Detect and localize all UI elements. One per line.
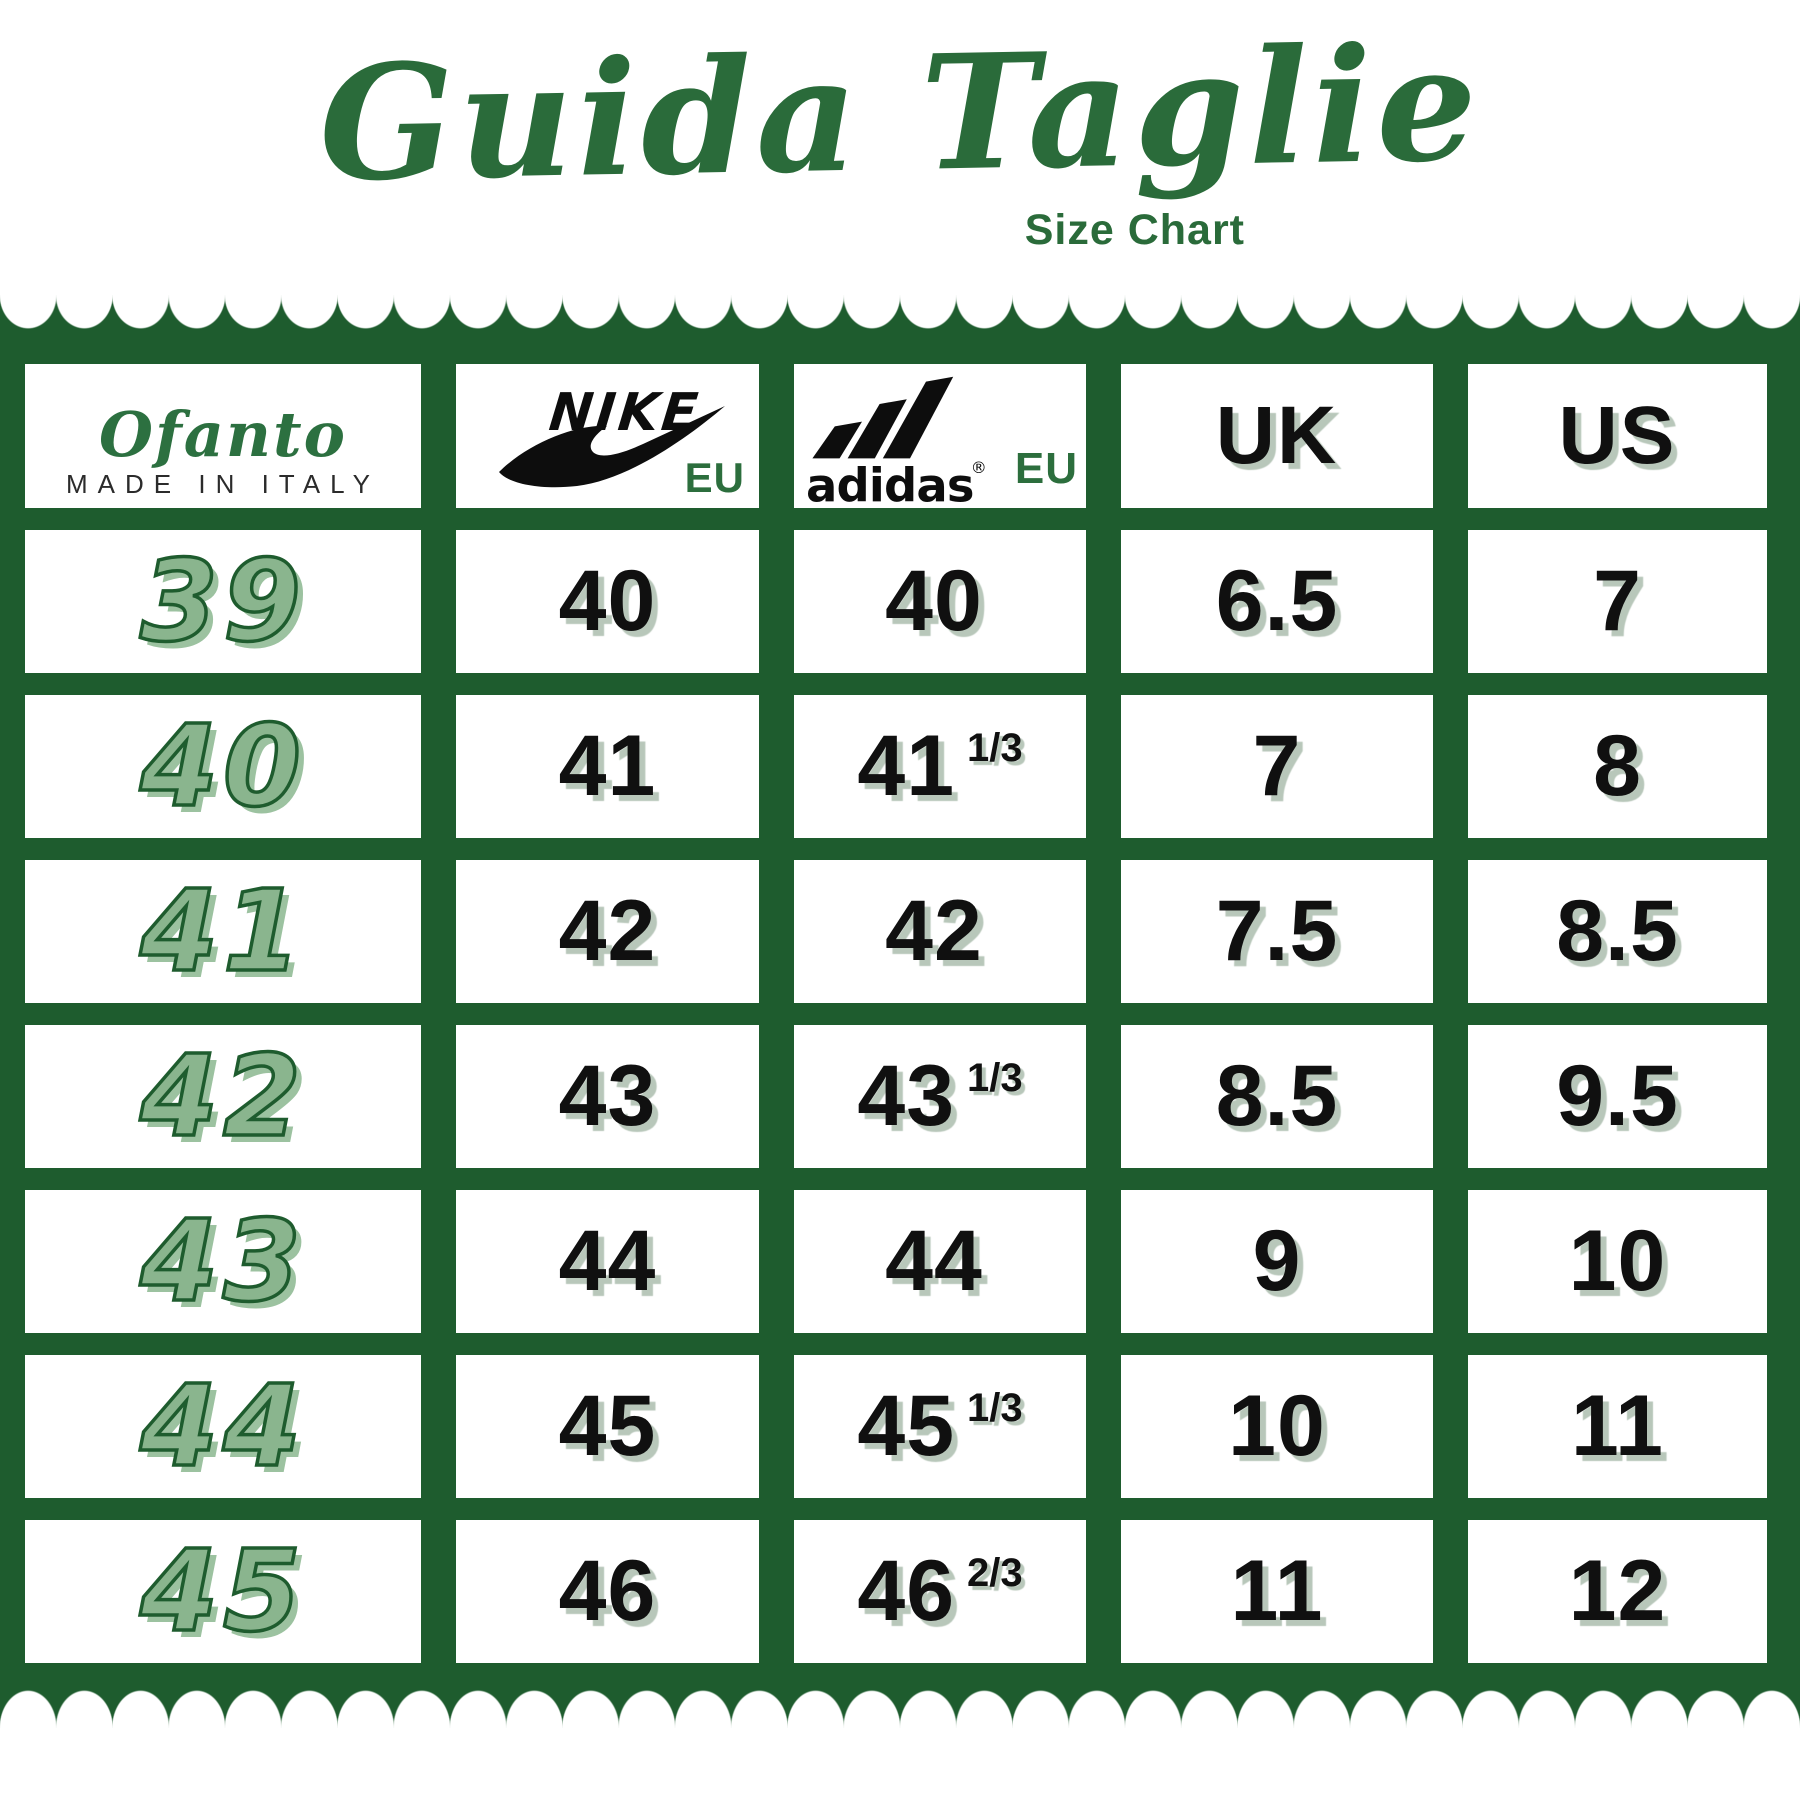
nike-size-cell: 43 xyxy=(456,1025,759,1168)
ofanto-size-cell: 45 xyxy=(25,1520,421,1663)
us-size-cell: 7 xyxy=(1468,530,1767,673)
header-ofanto: Ofanto MADE IN ITALY xyxy=(25,364,421,508)
ofanto-size-value: 44 xyxy=(138,1360,306,1494)
ofanto-logo: Ofanto xyxy=(99,398,347,472)
nike-size-cell: 41 xyxy=(456,695,759,838)
ofanto-size-cell: 42 xyxy=(25,1025,421,1168)
uk-size-value: 7 xyxy=(1252,718,1302,814)
header-uk: UK xyxy=(1121,364,1433,508)
us-size-value: 12 xyxy=(1568,1543,1667,1639)
nike-size-cell: 42 xyxy=(456,860,759,1003)
scallop-top-edge xyxy=(0,295,1800,329)
page-title: Guida Taglie xyxy=(317,11,1483,218)
adidas-bar-small xyxy=(812,421,862,459)
ofanto-size-cell: 40 xyxy=(25,695,421,838)
adidas-size-value: 42 xyxy=(885,883,983,979)
adidas-size-value: 43 xyxy=(857,1048,956,1144)
header-adidas: adidas ® EU xyxy=(794,364,1086,508)
adidas-size-fraction: 1/3 xyxy=(967,726,1023,770)
adidas-size-value: 46 xyxy=(857,1543,956,1639)
nike-eu-label: EU xyxy=(684,454,745,501)
adidas-registered-mark: ® xyxy=(971,458,987,477)
ofanto-size-cell: 43 xyxy=(25,1190,421,1333)
nike-swoosh-icon xyxy=(498,406,725,488)
us-size-cell: 8 xyxy=(1468,695,1767,838)
ofanto-size-value: 45 xyxy=(138,1525,306,1659)
us-column-label: US xyxy=(1558,390,1677,481)
nike-size-value: 44 xyxy=(558,1213,657,1309)
us-size-cell: 12 xyxy=(1468,1520,1767,1663)
adidas-eu-label: EU xyxy=(1014,444,1078,493)
nike-size-value: 42 xyxy=(558,883,657,979)
uk-size-cell: 7.5 xyxy=(1121,860,1433,1003)
adidas-size-cell: 40 xyxy=(794,530,1086,673)
uk-size-value: 7.5 xyxy=(1215,883,1339,979)
us-size-value: 9.5 xyxy=(1556,1048,1679,1144)
us-size-value: 10 xyxy=(1568,1213,1667,1309)
uk-size-value: 10 xyxy=(1228,1378,1326,1474)
us-size-value: 11 xyxy=(1571,1378,1664,1474)
page-subtitle: Size Chart xyxy=(1024,206,1245,254)
nike-size-value: 46 xyxy=(558,1543,657,1639)
uk-size-value: 8.5 xyxy=(1215,1048,1339,1144)
header-nike: NIKE EU xyxy=(456,364,759,508)
ofanto-size-value: 42 xyxy=(138,1030,306,1164)
adidas-wordmark: adidas xyxy=(806,459,974,508)
adidas-size-value: 44 xyxy=(885,1213,983,1309)
nike-size-cell: 45 xyxy=(456,1355,759,1498)
scallop-bottom-edge xyxy=(0,1690,1800,1728)
header-us: US xyxy=(1468,364,1767,508)
ofanto-size-cell: 41 xyxy=(25,860,421,1003)
adidas-logo-icon: adidas ® xyxy=(806,376,987,508)
us-size-value: 7 xyxy=(1593,553,1642,649)
nike-size-value: 43 xyxy=(558,1048,657,1144)
nike-size-cell: 40 xyxy=(456,530,759,673)
size-chart-band: Ofanto MADE IN ITALY NIKE EU adidas ® EU… xyxy=(0,295,1800,1728)
nike-logo-icon: NIKE xyxy=(498,383,725,488)
adidas-bar-tall xyxy=(882,376,954,459)
adidas-size-cell: 41 1/3 xyxy=(794,695,1086,838)
us-size-value: 8.5 xyxy=(1556,883,1679,979)
adidas-size-value: 40 xyxy=(885,553,983,649)
us-size-cell: 11 xyxy=(1468,1355,1767,1498)
uk-size-cell: 10 xyxy=(1121,1355,1433,1498)
adidas-size-fraction: 2/3 xyxy=(967,1551,1023,1595)
us-size-value: 8 xyxy=(1593,718,1642,814)
adidas-size-cell: 44 xyxy=(794,1190,1086,1333)
uk-size-cell: 11 xyxy=(1121,1520,1433,1663)
uk-size-cell: 7 xyxy=(1121,695,1433,838)
uk-size-cell: 8.5 xyxy=(1121,1025,1433,1168)
adidas-size-fraction: 1/3 xyxy=(967,1386,1023,1430)
ofanto-size-value: 40 xyxy=(138,700,306,834)
ofanto-tagline: MADE IN ITALY xyxy=(66,469,380,499)
ofanto-size-value: 43 xyxy=(138,1195,306,1329)
nike-size-value: 40 xyxy=(558,553,657,649)
us-size-cell: 8.5 xyxy=(1468,860,1767,1003)
nike-size-value: 45 xyxy=(558,1378,657,1474)
uk-size-value: 6.5 xyxy=(1215,553,1339,649)
adidas-size-value: 45 xyxy=(857,1378,956,1474)
uk-size-value: 11 xyxy=(1230,1543,1324,1639)
adidas-size-cell: 46 2/3 xyxy=(794,1520,1086,1663)
size-table: Ofanto MADE IN ITALY NIKE EU adidas ® EU… xyxy=(25,364,1767,1663)
ofanto-size-cell: 44 xyxy=(25,1355,421,1498)
nike-size-cell: 46 xyxy=(456,1520,759,1663)
ofanto-size-cell: 39 xyxy=(25,530,421,673)
nike-size-value: 41 xyxy=(558,718,657,814)
adidas-size-value: 41 xyxy=(857,718,956,814)
nike-size-cell: 44 xyxy=(456,1190,759,1333)
ofanto-size-value: 41 xyxy=(138,865,306,999)
uk-size-value: 9 xyxy=(1252,1213,1302,1309)
ofanto-size-value: 39 xyxy=(138,535,306,669)
adidas-size-cell: 43 1/3 xyxy=(794,1025,1086,1168)
uk-column-label: UK xyxy=(1215,390,1339,481)
us-size-cell: 9.5 xyxy=(1468,1025,1767,1168)
adidas-size-cell: 42 xyxy=(794,860,1086,1003)
adidas-size-fraction: 1/3 xyxy=(967,1056,1023,1100)
adidas-size-cell: 45 1/3 xyxy=(794,1355,1086,1498)
uk-size-cell: 6.5 xyxy=(1121,530,1433,673)
us-size-cell: 10 xyxy=(1468,1190,1767,1333)
adidas-bar-mid xyxy=(847,399,907,459)
uk-size-cell: 9 xyxy=(1121,1190,1433,1333)
